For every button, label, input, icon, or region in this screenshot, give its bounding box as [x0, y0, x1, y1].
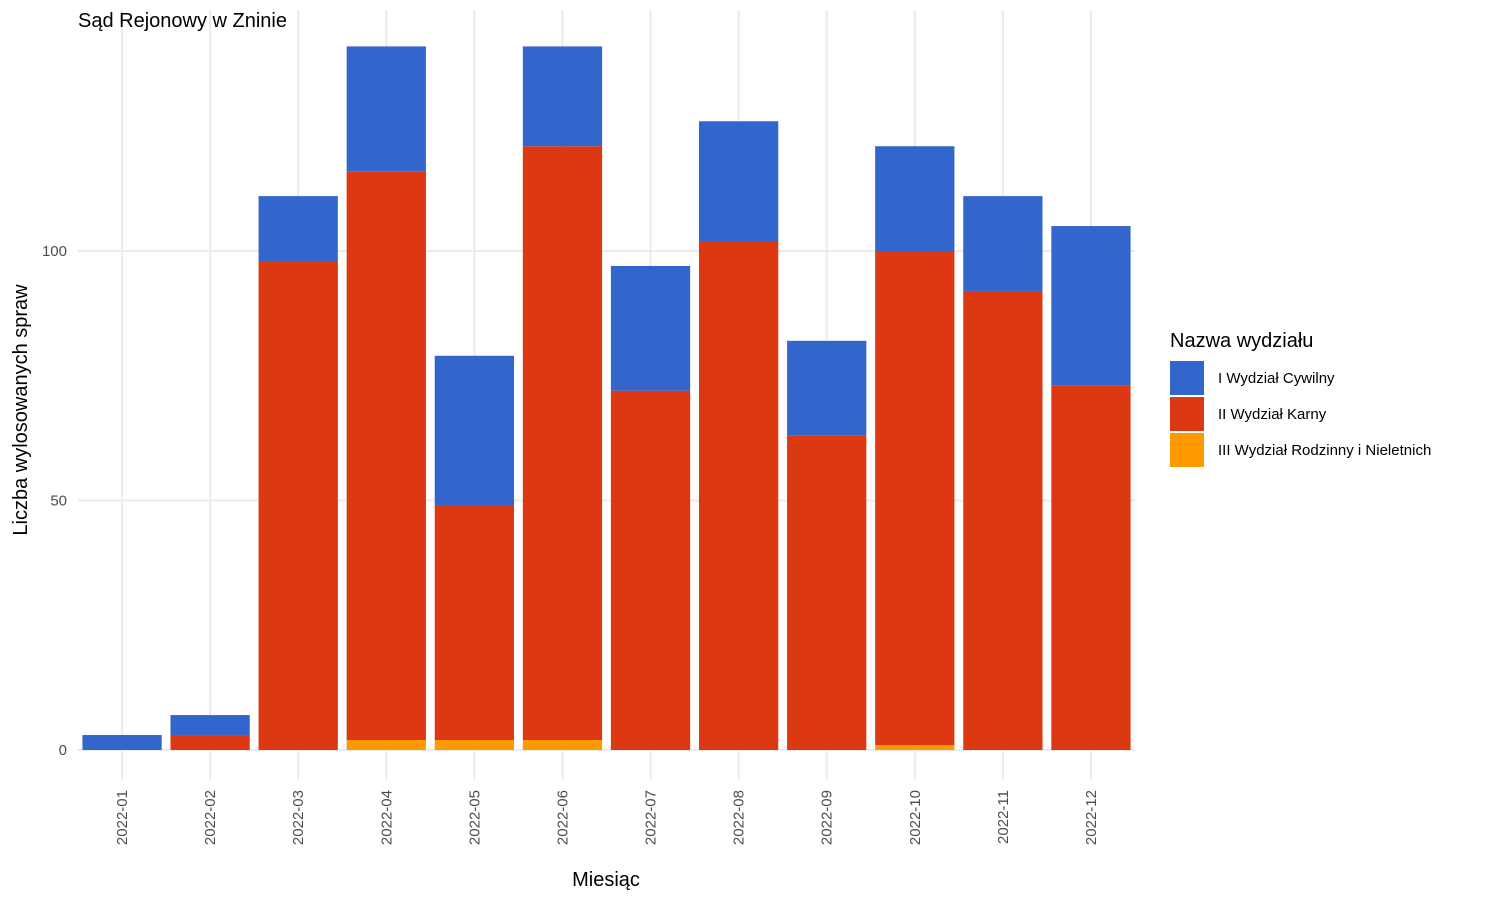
legend-label: II Wydział Karny	[1218, 406, 1327, 423]
x-axis-title: Miesiąc	[572, 869, 640, 891]
bar-segment	[875, 146, 955, 251]
x-tick-label: 2022-01	[114, 790, 131, 845]
x-tick-label: 2022-05	[466, 790, 483, 845]
bar-segment	[963, 290, 1043, 750]
x-tick-label: 2022-03	[290, 790, 307, 845]
legend-title: Nazwa wydziału	[1170, 330, 1313, 352]
x-tick-label: 2022-08	[731, 790, 748, 845]
x-tick-label: 2022-06	[554, 790, 571, 845]
x-tick-label: 2022-11	[995, 790, 1012, 844]
bars	[82, 46, 1131, 750]
x-tick-label: 2022-04	[378, 790, 395, 845]
bar-segment	[522, 46, 603, 147]
y-tick-label: 0	[59, 742, 67, 759]
bar-segment	[875, 251, 955, 746]
bar-segment	[1051, 226, 1131, 386]
bar-segment	[346, 46, 426, 172]
legend-label: III Wydział Rodzinny i Nieletnich	[1218, 442, 1431, 459]
x-tick-label: 2022-07	[643, 790, 660, 845]
legend: Nazwa wydziału I Wydział Cywilny II Wydzi…	[1170, 330, 1431, 467]
y-tick-label: 100	[42, 243, 67, 260]
bar-segment	[434, 505, 515, 741]
bar-segment	[346, 171, 426, 741]
bar-segment	[522, 146, 603, 741]
x-tick-label: 2022-02	[202, 790, 219, 845]
bar-segment	[1051, 385, 1131, 750]
bar-segment	[610, 390, 691, 750]
bar-segment	[698, 121, 779, 242]
chart-title: Sąd Rejonowy w Zninie	[78, 10, 287, 32]
bar-segment	[82, 735, 162, 750]
bar-segment	[522, 740, 603, 750]
bar-segment	[170, 735, 250, 750]
y-tick-label: 50	[50, 493, 67, 510]
bar-segment	[434, 355, 515, 506]
x-tick-label: 2022-10	[907, 790, 924, 845]
legend-label: I Wydział Cywilny	[1218, 370, 1335, 387]
x-tick-label: 2022-09	[819, 790, 836, 845]
bar-segment	[346, 740, 426, 750]
bar-segment	[875, 745, 955, 750]
bar-segment	[258, 196, 338, 261]
x-tick-label: 2022-12	[1083, 790, 1100, 845]
bar-segment	[258, 260, 338, 750]
bar-segment	[698, 241, 779, 750]
bar-segment	[170, 715, 250, 736]
bar-segment	[787, 435, 867, 750]
bar-segment	[434, 740, 515, 750]
y-axis-ticks: 0 50 100	[42, 243, 67, 759]
legend-key	[1170, 361, 1204, 395]
legend-key	[1170, 433, 1204, 467]
bar-segment	[610, 265, 691, 391]
bar-segment	[787, 340, 867, 436]
x-axis-ticks: 2022-01 2022-02 2022-03 2022-04 2022-05 2022-…	[114, 790, 1100, 845]
y-axis-title: Liczba wylosowanych spraw	[10, 284, 32, 536]
bar-segment	[963, 196, 1043, 291]
legend-key	[1170, 397, 1204, 431]
